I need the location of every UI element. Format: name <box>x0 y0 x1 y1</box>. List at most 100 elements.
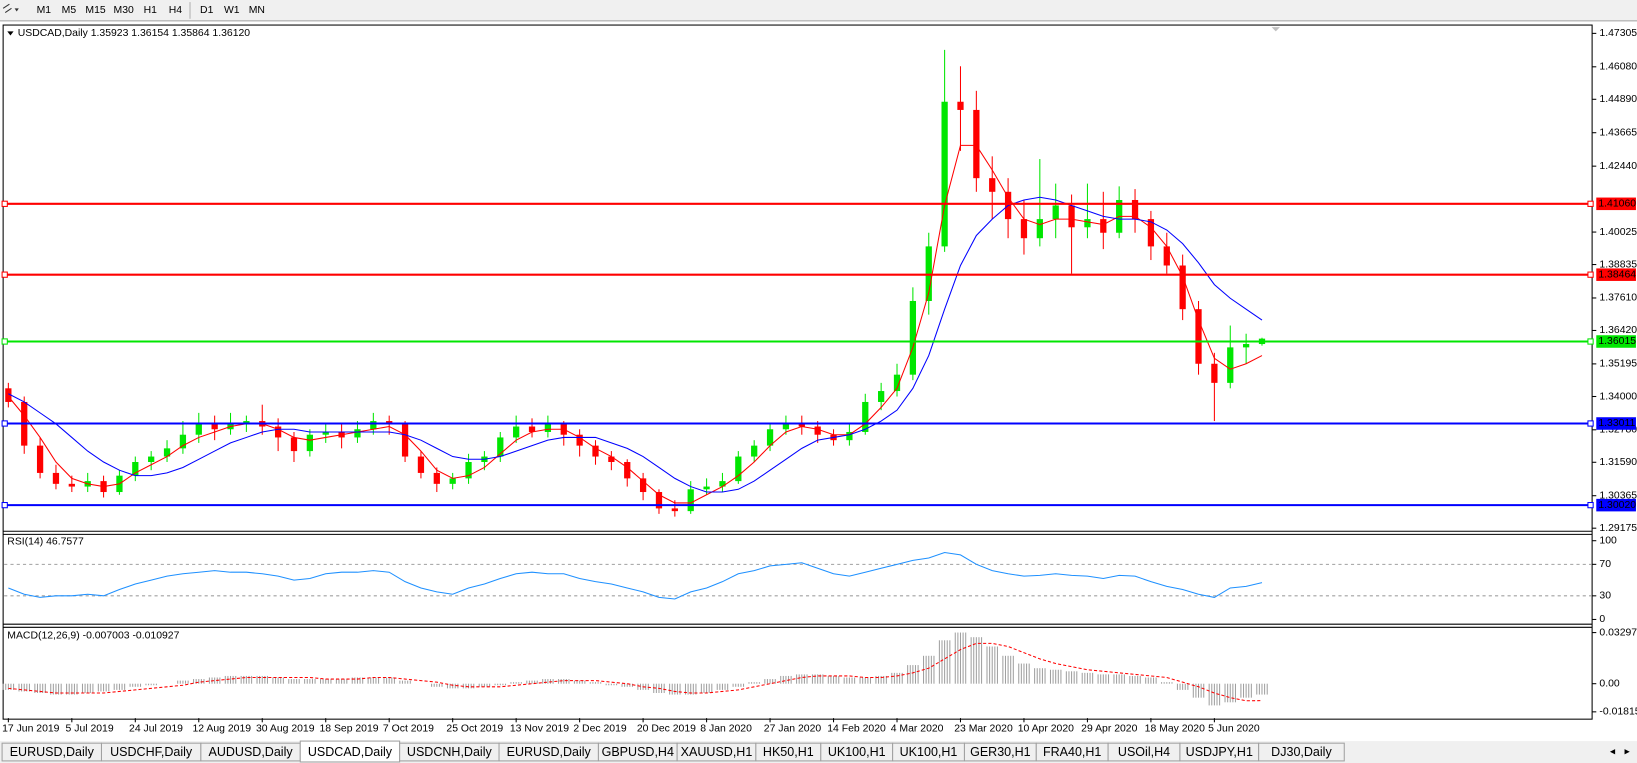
y-tick-label: 0.00 <box>1599 678 1619 689</box>
tab[interactable]: XAUUSD,H1 <box>681 745 753 759</box>
tab[interactable]: GER30,H1 <box>970 745 1031 759</box>
candle-body <box>1052 205 1059 220</box>
candle-body <box>639 478 647 493</box>
candle-body <box>513 426 520 438</box>
tab[interactable]: FRA40,H1 <box>1043 745 1101 759</box>
timeframe-button[interactable]: MN <box>249 5 265 16</box>
tab-background[interactable] <box>1258 742 1345 762</box>
tab[interactable]: EURUSD,Daily <box>10 745 95 759</box>
shift-marker <box>1271 27 1280 32</box>
level-handle[interactable] <box>1587 420 1594 427</box>
candle-body <box>274 426 282 438</box>
level-price-box <box>1596 197 1636 211</box>
tab[interactable]: DJ30,Daily <box>1271 745 1332 759</box>
y-tick-label: 1.46080 <box>1599 62 1637 73</box>
timeframe-button[interactable]: H4 <box>169 5 183 16</box>
level-price-label: 1.41060 <box>1598 199 1636 210</box>
level-handle[interactable] <box>1 420 8 427</box>
timeframe-button[interactable]: D1 <box>200 5 214 16</box>
x-tick-label: 4 Mar 2020 <box>891 723 944 734</box>
tab-scroll-left[interactable]: ◂ <box>1610 746 1615 757</box>
candle-body <box>655 492 663 509</box>
candle-body <box>1242 344 1250 348</box>
toolbar <box>0 0 1637 21</box>
tab[interactable]: USOil,H4 <box>1118 745 1170 759</box>
candle-body <box>1100 219 1107 233</box>
tab[interactable]: EURUSD,Daily <box>507 745 592 759</box>
tab-scroll-right[interactable]: ▸ <box>1624 746 1629 757</box>
candle-body <box>735 456 742 482</box>
macd-signal <box>8 642 1262 702</box>
tab[interactable]: UK100,H1 <box>900 745 958 759</box>
y-tick-label: 1.29175 <box>1599 523 1637 534</box>
candle-body <box>148 456 155 463</box>
candle-body <box>163 448 171 457</box>
candle-body <box>1084 219 1091 228</box>
y-tick-label: 1.37610 <box>1599 293 1637 304</box>
candle-body <box>671 508 678 512</box>
level-price-label: 1.30020 <box>1598 500 1636 511</box>
level-handle[interactable] <box>1 338 8 345</box>
level-handle[interactable] <box>1 200 8 207</box>
x-tick-label: 2 Dec 2019 <box>573 723 627 734</box>
candle-body <box>5 388 12 402</box>
candle-body <box>243 421 250 424</box>
candle-body <box>957 101 964 110</box>
timeframe-button[interactable]: H1 <box>144 5 158 16</box>
candle-body <box>354 429 361 438</box>
toolbar-icon[interactable] <box>2 3 12 13</box>
candle-body <box>1036 219 1043 239</box>
candle-body <box>290 437 298 452</box>
chart-title: USDCAD,Daily 1.35923 1.36154 1.35864 1.3… <box>18 28 251 39</box>
candle-body <box>766 429 774 446</box>
candle-body <box>1195 309 1202 364</box>
chart-menu-arrow[interactable] <box>7 31 14 36</box>
y-tick-label: -0.018154 <box>1599 707 1637 718</box>
x-tick-label: 18 Sep 2019 <box>319 723 378 734</box>
level-handle[interactable] <box>1 501 8 509</box>
candle-body <box>862 401 869 432</box>
level-handle[interactable] <box>1587 338 1594 345</box>
timeframe-button[interactable]: M30 <box>114 5 134 16</box>
tab[interactable]: USDCNH,Daily <box>407 745 493 759</box>
x-tick-label: 30 Aug 2019 <box>256 723 315 734</box>
timeframe-button[interactable]: M5 <box>62 5 77 16</box>
dropdown-arrow[interactable] <box>14 8 19 12</box>
tab[interactable]: HK50,H1 <box>763 745 814 759</box>
candle-body <box>1227 347 1234 383</box>
y-tick-label: 1.34000 <box>1599 391 1637 402</box>
candle-body <box>433 472 440 484</box>
x-tick-label: 24 Jul 2019 <box>129 723 183 734</box>
x-tick-label: 12 Aug 2019 <box>193 723 252 734</box>
candle-body <box>528 426 536 432</box>
tab[interactable]: UK100,H1 <box>828 745 886 759</box>
tab[interactable]: USDJPY,H1 <box>1186 745 1253 759</box>
level-handle[interactable] <box>1 271 8 278</box>
level-handle[interactable] <box>1587 271 1594 278</box>
timeframe-button[interactable]: M1 <box>37 5 52 16</box>
candle-body <box>195 423 202 435</box>
timeframe-button[interactable]: W1 <box>224 5 240 16</box>
y-tick-label: 1.35195 <box>1599 359 1637 370</box>
candle-body <box>306 434 313 452</box>
timeframe-button[interactable]: M15 <box>85 5 105 16</box>
tab[interactable]: USDCHF,Daily <box>110 745 193 759</box>
candle-body <box>798 423 805 427</box>
tab[interactable]: USDCAD,Daily <box>308 745 393 759</box>
y-tick-label: 1.38835 <box>1599 259 1637 270</box>
moving-average <box>7 144 1263 504</box>
x-tick-label: 20 Dec 2019 <box>637 723 696 734</box>
y-tick-label: 70 <box>1599 559 1611 570</box>
tab[interactable]: GBPUSD,H4 <box>602 745 674 759</box>
x-tick-label: 13 Nov 2019 <box>510 723 569 734</box>
level-handle[interactable] <box>1587 501 1594 509</box>
candle-body <box>1068 205 1075 228</box>
y-tick-label: 0.032972 <box>1599 627 1637 638</box>
x-tick-label: 23 Mar 2020 <box>954 723 1013 734</box>
level-handle[interactable] <box>1587 200 1594 207</box>
candle-body <box>592 445 599 457</box>
candle-body <box>1020 219 1028 239</box>
tab[interactable]: AUDUSD,Daily <box>208 745 293 759</box>
